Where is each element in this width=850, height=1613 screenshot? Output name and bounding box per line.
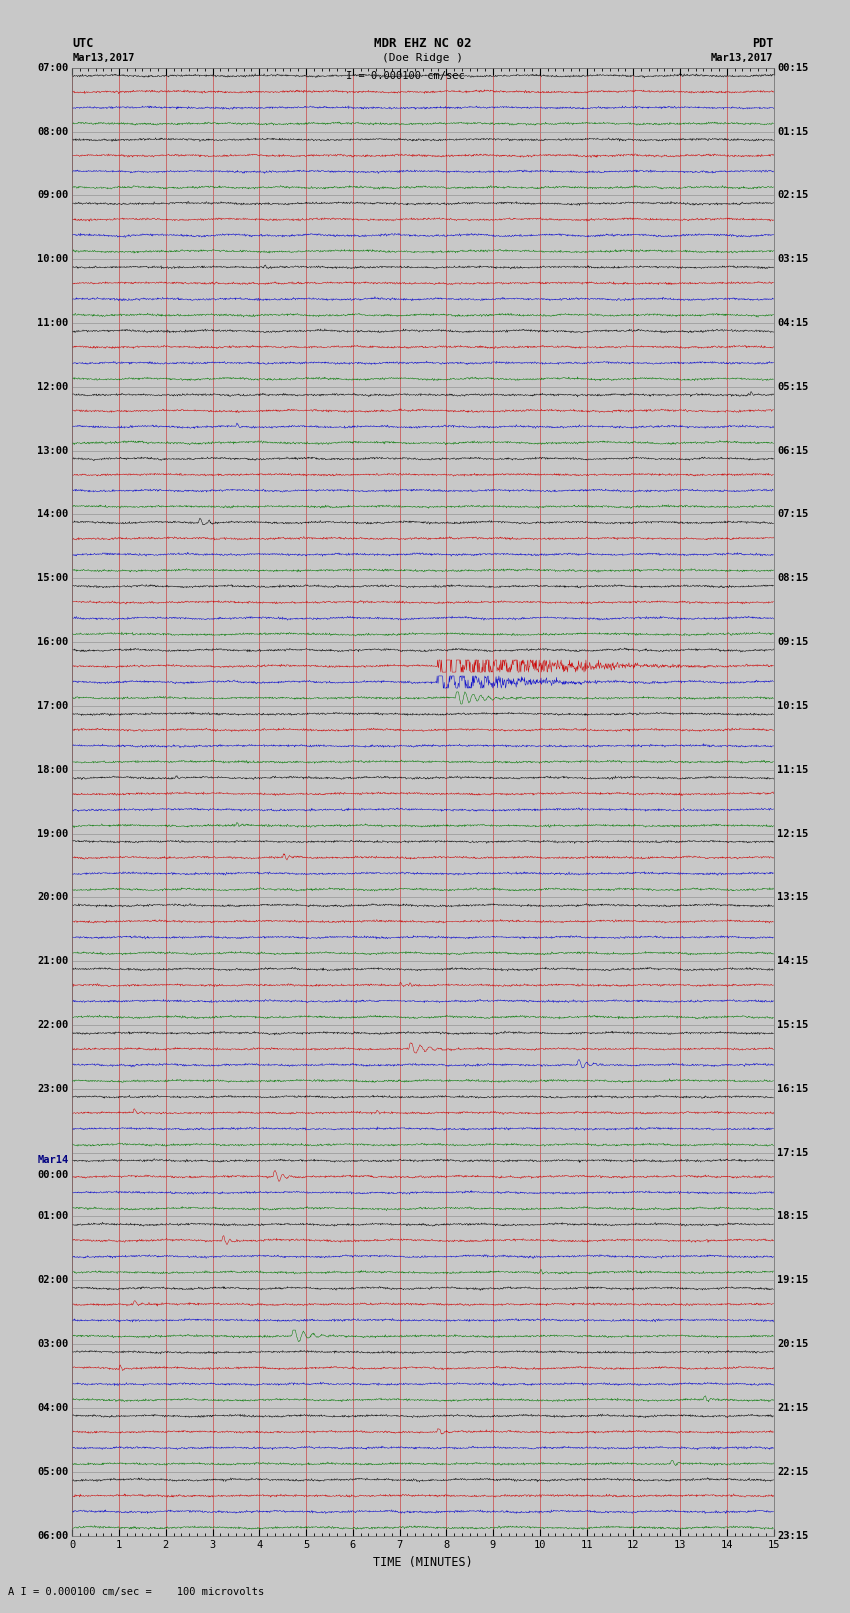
Text: I = 0.000100 cm/sec: I = 0.000100 cm/sec bbox=[347, 71, 465, 81]
Text: 12:00: 12:00 bbox=[37, 382, 69, 392]
Text: 10:15: 10:15 bbox=[777, 702, 808, 711]
Text: 09:15: 09:15 bbox=[777, 637, 808, 647]
Text: 13:15: 13:15 bbox=[777, 892, 808, 902]
Text: 06:00: 06:00 bbox=[37, 1531, 69, 1540]
Text: 03:00: 03:00 bbox=[37, 1339, 69, 1348]
X-axis label: TIME (MINUTES): TIME (MINUTES) bbox=[373, 1557, 473, 1569]
Text: 07:15: 07:15 bbox=[777, 510, 808, 519]
Text: 05:00: 05:00 bbox=[37, 1466, 69, 1478]
Text: MDR EHZ NC 02: MDR EHZ NC 02 bbox=[374, 37, 472, 50]
Text: A I = 0.000100 cm/sec =    100 microvolts: A I = 0.000100 cm/sec = 100 microvolts bbox=[8, 1587, 264, 1597]
Text: 04:15: 04:15 bbox=[777, 318, 808, 327]
Text: Mar13,2017: Mar13,2017 bbox=[72, 53, 135, 63]
Text: 18:15: 18:15 bbox=[777, 1211, 808, 1221]
Text: 17:00: 17:00 bbox=[37, 702, 69, 711]
Text: 09:00: 09:00 bbox=[37, 190, 69, 200]
Text: 03:15: 03:15 bbox=[777, 255, 808, 265]
Text: 08:15: 08:15 bbox=[777, 573, 808, 584]
Text: 11:15: 11:15 bbox=[777, 765, 808, 774]
Text: 01:00: 01:00 bbox=[37, 1211, 69, 1221]
Text: 06:15: 06:15 bbox=[777, 445, 808, 455]
Text: 22:15: 22:15 bbox=[777, 1466, 808, 1478]
Text: 00:00: 00:00 bbox=[37, 1169, 69, 1181]
Text: 17:15: 17:15 bbox=[777, 1148, 808, 1158]
Text: 19:15: 19:15 bbox=[777, 1276, 808, 1286]
Text: 00:15: 00:15 bbox=[777, 63, 808, 73]
Text: 08:00: 08:00 bbox=[37, 126, 69, 137]
Text: 23:00: 23:00 bbox=[37, 1084, 69, 1094]
Text: UTC: UTC bbox=[72, 37, 94, 50]
Text: 07:00: 07:00 bbox=[37, 63, 69, 73]
Text: 16:00: 16:00 bbox=[37, 637, 69, 647]
Text: 02:00: 02:00 bbox=[37, 1276, 69, 1286]
Text: 12:15: 12:15 bbox=[777, 829, 808, 839]
Text: 21:15: 21:15 bbox=[777, 1403, 808, 1413]
Text: 04:00: 04:00 bbox=[37, 1403, 69, 1413]
Text: 14:15: 14:15 bbox=[777, 957, 808, 966]
Text: 01:15: 01:15 bbox=[777, 126, 808, 137]
Text: 21:00: 21:00 bbox=[37, 957, 69, 966]
Text: 02:15: 02:15 bbox=[777, 190, 808, 200]
Text: Mar13,2017: Mar13,2017 bbox=[711, 53, 774, 63]
Text: Mar14: Mar14 bbox=[37, 1155, 69, 1165]
Text: 10:00: 10:00 bbox=[37, 255, 69, 265]
Text: 16:15: 16:15 bbox=[777, 1084, 808, 1094]
Text: 15:00: 15:00 bbox=[37, 573, 69, 584]
Text: 13:00: 13:00 bbox=[37, 445, 69, 455]
Text: 20:00: 20:00 bbox=[37, 892, 69, 902]
Text: 11:00: 11:00 bbox=[37, 318, 69, 327]
Text: 20:15: 20:15 bbox=[777, 1339, 808, 1348]
Text: 19:00: 19:00 bbox=[37, 829, 69, 839]
Text: 22:00: 22:00 bbox=[37, 1019, 69, 1031]
Text: 15:15: 15:15 bbox=[777, 1019, 808, 1031]
Text: PDT: PDT bbox=[752, 37, 774, 50]
Text: (Doe Ridge ): (Doe Ridge ) bbox=[382, 53, 463, 63]
Text: 14:00: 14:00 bbox=[37, 510, 69, 519]
Text: 23:15: 23:15 bbox=[777, 1531, 808, 1540]
Text: 18:00: 18:00 bbox=[37, 765, 69, 774]
Text: 05:15: 05:15 bbox=[777, 382, 808, 392]
